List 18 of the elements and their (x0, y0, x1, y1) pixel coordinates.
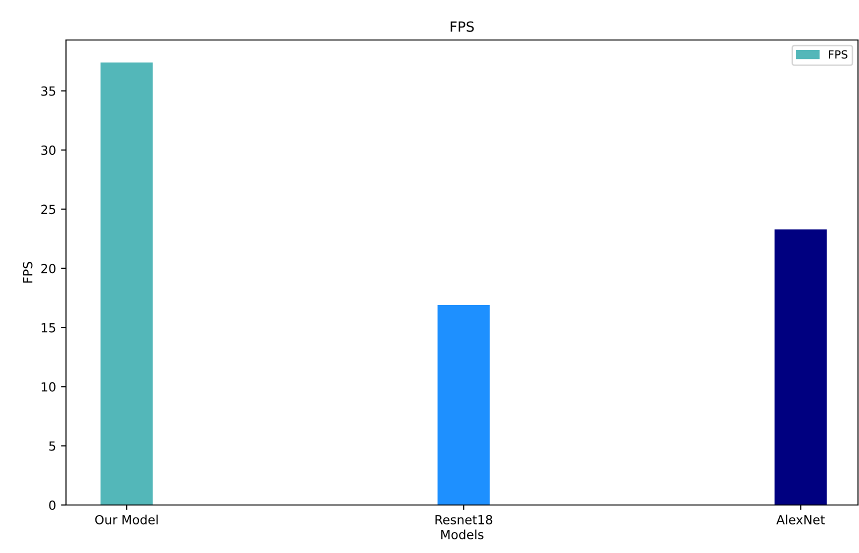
y-tick-label: 0 (49, 500, 56, 510)
y-tick-label: 10 (42, 382, 56, 392)
y-tick-label: 5 (49, 441, 56, 451)
x-axis-title: Models (441, 530, 484, 540)
x-tick-label: Resnet18 (436, 514, 492, 524)
bar (100, 62, 153, 505)
x-tick-label: Our Model (95, 514, 158, 524)
y-tick-label: 30 (41, 146, 56, 155)
x-tick-label: AlexNet (776, 514, 825, 524)
chart-title: FPS (450, 21, 474, 32)
bar (438, 305, 490, 505)
y-tick-label: 25 (41, 204, 56, 214)
y-axis-title: FPS (22, 262, 32, 283)
y-tick-label: 35 (41, 86, 56, 96)
y-tick-label: 15 (42, 323, 56, 332)
y-tick-label: 20 (41, 264, 56, 274)
legend-label: FPS (828, 50, 848, 59)
bar (774, 229, 827, 505)
